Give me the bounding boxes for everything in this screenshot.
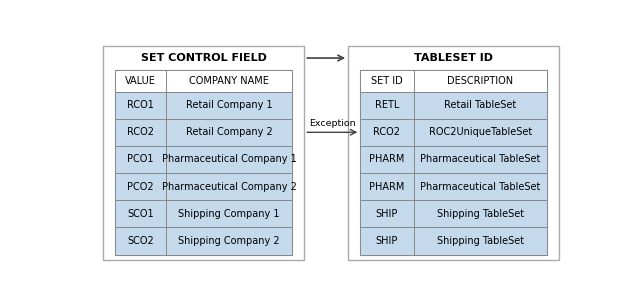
Bar [115,200,166,227]
Text: TABLESET ID: TABLESET ID [414,53,493,63]
Text: Shipping TableSet: Shipping TableSet [437,236,524,246]
Text: DESCRIPTION: DESCRIPTION [447,76,514,86]
Bar [166,200,292,227]
Text: Pharmaceutical Company 1: Pharmaceutical Company 1 [162,155,297,165]
Bar [414,227,547,255]
Bar [414,173,547,200]
Bar [361,70,547,255]
Bar [361,92,414,119]
Bar [115,119,166,146]
Text: Pharmaceutical TableSet: Pharmaceutical TableSet [420,181,540,191]
Text: Pharmaceutical TableSet: Pharmaceutical TableSet [420,155,540,165]
Text: SET ID: SET ID [371,76,403,86]
Bar [361,173,414,200]
Text: SCO2: SCO2 [127,236,154,246]
Bar [348,46,559,260]
Bar [414,146,547,173]
Text: Shipping Company 1: Shipping Company 1 [179,209,280,219]
Bar [166,146,292,173]
Text: Retail TableSet: Retail TableSet [445,100,517,110]
Bar [361,146,414,173]
Bar [361,200,414,227]
Bar [361,70,414,92]
Text: Retail Company 1: Retail Company 1 [186,100,273,110]
Text: VALUE: VALUE [125,76,156,86]
Bar [414,200,547,227]
Bar [361,119,414,146]
Text: SHIP: SHIP [376,209,398,219]
Bar [115,173,166,200]
Text: Retail Company 2: Retail Company 2 [186,127,273,137]
Bar [115,146,166,173]
Bar [361,227,414,255]
Bar [414,119,547,146]
Bar [115,70,166,92]
Text: SCO1: SCO1 [127,209,154,219]
Bar [115,227,166,255]
Bar [115,92,166,119]
Text: RCO1: RCO1 [127,100,154,110]
Bar [414,92,547,119]
Text: Pharmaceutical Company 2: Pharmaceutical Company 2 [162,181,297,191]
Text: COMPANY NAME: COMPANY NAME [189,76,269,86]
Text: Shipping TableSet: Shipping TableSet [437,209,524,219]
Bar [166,119,292,146]
Text: Exception: Exception [309,118,356,128]
Text: SET CONTROL FIELD: SET CONTROL FIELD [140,53,266,63]
Text: Shipping Company 2: Shipping Company 2 [179,236,280,246]
Text: ROC2UniqueTableSet: ROC2UniqueTableSet [429,127,532,137]
Text: RETL: RETL [375,100,399,110]
Text: PCO2: PCO2 [127,181,154,191]
Text: SHIP: SHIP [376,236,398,246]
Text: PHARM: PHARM [369,181,404,191]
Bar [103,46,304,260]
Bar [414,70,547,92]
Bar [166,227,292,255]
Text: PHARM: PHARM [369,155,404,165]
Bar [166,92,292,119]
Bar [166,173,292,200]
Bar [115,70,292,255]
Text: RCO2: RCO2 [127,127,154,137]
Bar [166,70,292,92]
Text: RCO2: RCO2 [373,127,401,137]
Text: PCO1: PCO1 [127,155,154,165]
